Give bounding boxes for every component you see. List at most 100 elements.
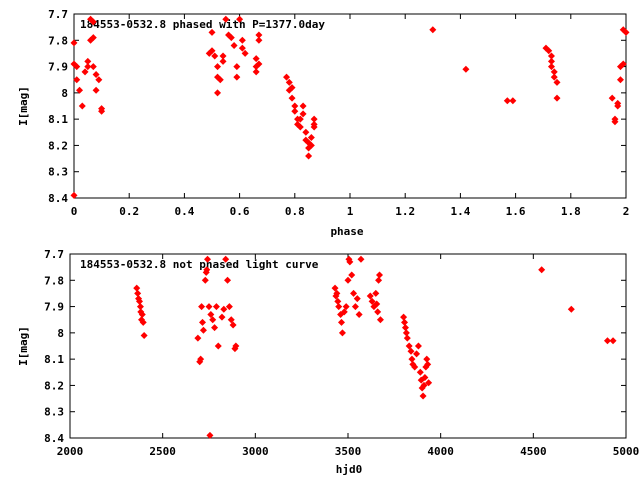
- phased-data-point: [81, 68, 89, 76]
- unphased-data-point: [353, 295, 361, 303]
- unphased-data-point: [335, 303, 343, 311]
- phased-data-point: [553, 78, 561, 86]
- unphased-x-tick-label: 4500: [520, 445, 547, 458]
- unphased-data-point: [366, 292, 374, 300]
- phased-x-tick-label: 0.4: [174, 205, 194, 218]
- phased-x-tick-label: 0: [71, 205, 78, 218]
- phased-data-point: [208, 47, 216, 55]
- phased-y-tick-label: 8.2: [48, 139, 68, 152]
- unphased-data-point: [419, 392, 427, 400]
- phased-x-tick-label: 1.6: [506, 205, 526, 218]
- unphased-data-point: [224, 276, 232, 284]
- unphased-data-point: [373, 300, 381, 308]
- phased-plot-frame: [73, 13, 627, 199]
- phased-data-point: [462, 65, 470, 73]
- unphased-chart-title: 184553-0532.8 not phased light curve: [80, 258, 319, 271]
- unphased-data-point: [401, 318, 409, 326]
- phased-data-point: [238, 44, 246, 52]
- unphased-data-point: [205, 303, 213, 311]
- unphased-data-point: [351, 303, 359, 311]
- unphased-data-point: [199, 326, 207, 334]
- phased-data-point: [255, 60, 263, 68]
- unphased-data-point: [225, 303, 233, 311]
- unphased-data-point: [376, 316, 384, 324]
- unphased-data-point: [204, 255, 212, 263]
- phased-data-point: [547, 52, 555, 60]
- unphased-data-point: [209, 316, 217, 324]
- phased-data-point: [299, 102, 307, 110]
- phased-x-tick-label: 0.6: [230, 205, 250, 218]
- phased-data-point: [92, 86, 100, 94]
- phased-data-point: [98, 107, 106, 115]
- phased-data-point: [288, 94, 296, 102]
- unphased-x-tick-label: 2500: [149, 445, 176, 458]
- unphased-data-point: [567, 305, 575, 313]
- phased-data-point: [238, 36, 246, 44]
- phased-y-tick-label: 8: [61, 87, 68, 100]
- unphased-data-point: [423, 355, 431, 363]
- unphased-x-tick-label: 2000: [57, 445, 84, 458]
- unphased-data-point: [207, 310, 215, 318]
- phased-data-point: [233, 63, 241, 71]
- unphased-light-curve-panel: 184553-0532.8 not phased light curve hjd…: [17, 248, 639, 476]
- phased-data-point: [219, 52, 227, 60]
- phased-data-point: [429, 26, 437, 34]
- unphased-y-tick-label: 8: [57, 327, 64, 340]
- unphased-data-point: [333, 289, 341, 297]
- unphased-data-point: [355, 310, 363, 318]
- unphased-data-point: [372, 289, 380, 297]
- unphased-data-point: [229, 321, 237, 329]
- unphased-y-tick-label: 8.1: [44, 353, 64, 366]
- phased-data-point: [241, 49, 249, 57]
- phased-data-point: [76, 86, 84, 94]
- phased-data-point: [252, 68, 260, 76]
- phased-data-point: [252, 55, 260, 63]
- phased-data-point: [89, 34, 97, 42]
- unphased-data-point: [340, 308, 348, 316]
- phased-data-point: [255, 36, 263, 44]
- unphased-data-point: [603, 337, 611, 345]
- unphased-data-point: [401, 324, 409, 332]
- unphased-data-point: [220, 305, 228, 313]
- phased-data-point: [611, 115, 619, 123]
- phased-data-point: [208, 28, 216, 36]
- phased-data-point: [214, 89, 222, 97]
- phased-data-point: [608, 94, 616, 102]
- phased-data-point: [291, 102, 299, 110]
- phased-data-point: [305, 139, 313, 147]
- phased-y-tick-label: 8.1: [48, 113, 68, 126]
- phased-data-point: [70, 39, 78, 47]
- unphased-data-point: [342, 303, 350, 311]
- unphased-y-tick-label: 7.7: [44, 248, 64, 261]
- unphased-data-point: [206, 431, 214, 439]
- phased-data-point: [219, 57, 227, 65]
- phased-y-tick-label: 8.4: [48, 192, 68, 205]
- unphased-data-point: [348, 271, 356, 279]
- unphased-x-tick-label: 3000: [242, 445, 269, 458]
- phased-data-point: [89, 63, 97, 71]
- unphased-data-point: [203, 266, 211, 274]
- phased-data-point: [616, 76, 624, 84]
- unphased-data-point: [357, 255, 365, 263]
- unphased-data-point: [133, 284, 141, 292]
- phased-x-tick-label: 2: [623, 205, 630, 218]
- unphased-data-point: [374, 308, 382, 316]
- unphased-y-axis-label: I[mag]: [17, 326, 30, 366]
- phased-data-point: [227, 34, 235, 42]
- unphased-x-tick-label: 4000: [427, 445, 454, 458]
- phased-y-axis-label: I[mag]: [17, 86, 30, 126]
- unphased-data-point: [413, 350, 421, 358]
- unphased-data-point: [402, 329, 410, 337]
- phased-data-point: [222, 15, 230, 23]
- unphased-data-point: [411, 363, 419, 371]
- unphased-data-point: [425, 379, 433, 387]
- unphased-data-point: [222, 255, 230, 263]
- unphased-data-point: [344, 276, 352, 284]
- phased-x-tick-label: 1: [347, 205, 354, 218]
- unphased-y-tick-label: 8.4: [44, 432, 64, 445]
- unphased-data-point: [405, 342, 413, 350]
- phased-data-point: [550, 73, 558, 81]
- unphased-data-point: [198, 303, 206, 311]
- unphased-data-point: [400, 313, 408, 321]
